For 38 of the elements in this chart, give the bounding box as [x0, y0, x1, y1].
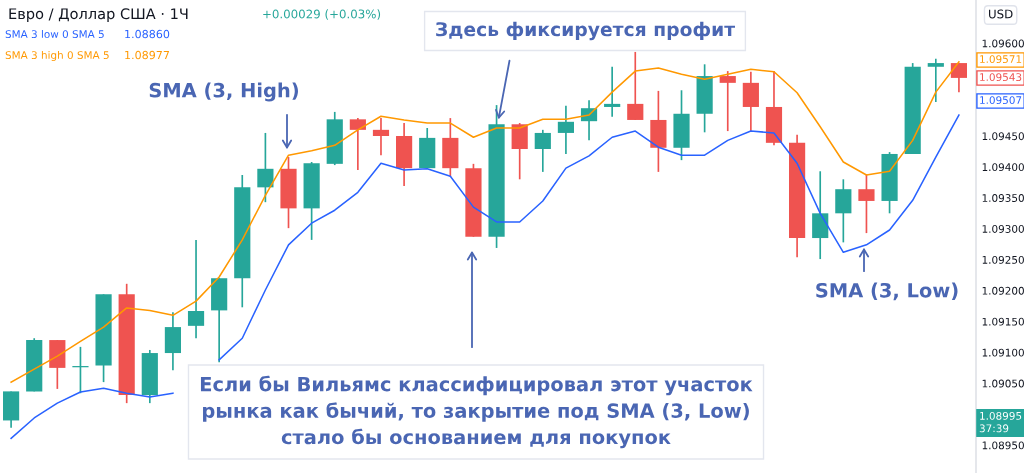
text: 1.09571	[980, 55, 1022, 64]
annotation: SMA (3, Low)	[816, 282, 958, 301]
y-tick-label: 1.09350	[982, 194, 1024, 202]
annotation: 1.08860	[125, 29, 170, 39]
y-tick-label: 1.08950	[982, 441, 1024, 450]
candlestick	[858, 173, 875, 234]
text: SMA 3 high 0 SMA 5	[5, 50, 109, 62]
text: 1.09543	[980, 73, 1022, 82]
y-tick-label: 1.09150	[982, 317, 1024, 326]
y-tick-label: 1.09250	[982, 255, 1024, 264]
annotation: Здесь фиксируется профит	[436, 21, 735, 41]
y-tick-label: 1.09600	[982, 39, 1024, 48]
annotation: Если бы Вильямс классифицировал этот участок рынка как бычий, то закрытие под SMA (3, Low) стало бы основанием для покупок	[200, 375, 753, 449]
text: SMA 3 low 0 SMA 5	[5, 29, 104, 39]
candlestick	[187, 239, 205, 340]
candlestick	[257, 132, 274, 204]
candlestick	[627, 51, 644, 121]
candlestick	[719, 70, 736, 132]
y-tick-label: 1.09400	[982, 163, 1024, 172]
annotation: 1.08977	[125, 50, 169, 60]
y-tick-label: 1.09050	[982, 379, 1024, 388]
candlestick	[557, 104, 575, 155]
candlestick	[927, 57, 944, 103]
candlestick	[372, 117, 390, 157]
text: +0.00029 (+0.03%)	[263, 9, 381, 20]
text: 1.09507	[980, 96, 1022, 105]
y-tick-label: 1.09200	[982, 286, 1024, 295]
annotation: SMA (3, High)	[149, 82, 298, 102]
candlestick	[349, 117, 366, 171]
y-tick-label: 1.09450	[982, 132, 1024, 141]
candlestick	[950, 62, 968, 93]
text: USD	[989, 9, 1013, 19]
y-tick-label: 1.09300	[982, 225, 1024, 233]
text: 1.08995 37:39	[979, 411, 1022, 433]
candlestick	[534, 129, 551, 173]
text: Евро / Доллар США · 1Ч	[9, 8, 188, 23]
candlestick	[604, 65, 621, 118]
y-tick-label: 1.09100	[982, 348, 1024, 357]
